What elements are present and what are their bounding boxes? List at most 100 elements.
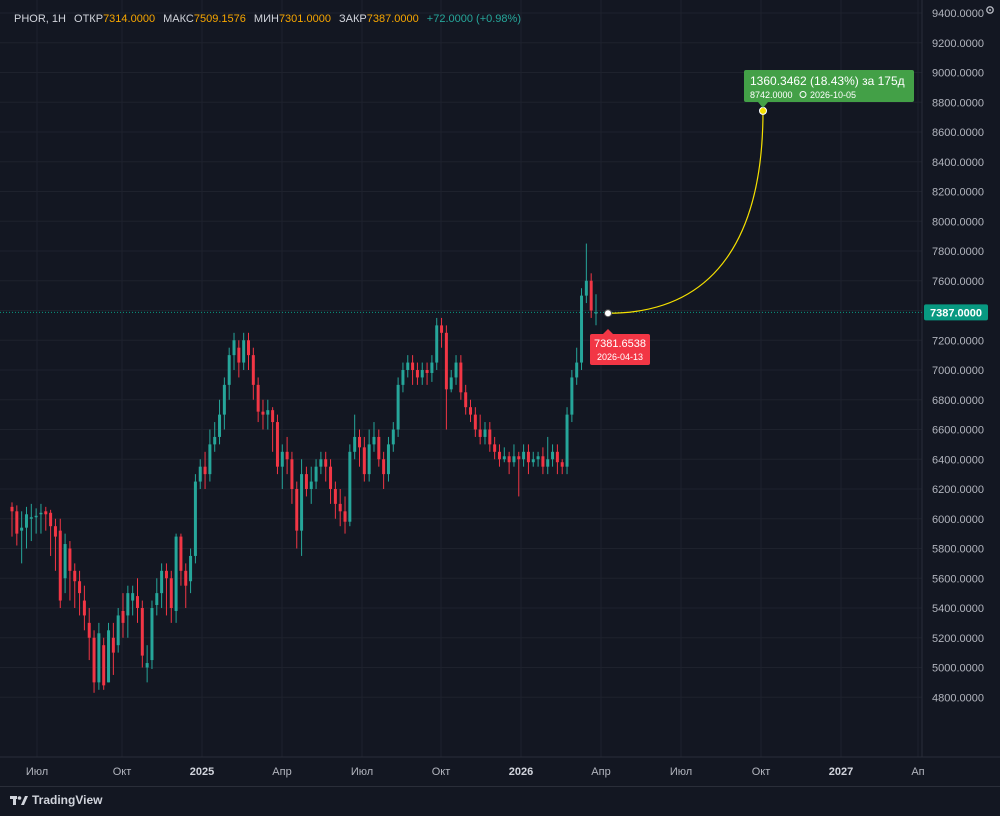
y-tick-label: 8800.0000 bbox=[932, 97, 984, 109]
projection-start-date: 2026-04-13 bbox=[597, 352, 643, 362]
candle-body bbox=[140, 608, 144, 656]
candle-body bbox=[92, 637, 96, 683]
candle-body bbox=[338, 503, 342, 512]
candle-body bbox=[551, 451, 555, 460]
candle-body bbox=[382, 459, 386, 475]
change-value: +72.0000 (+0.98%) bbox=[426, 13, 521, 25]
candle-body bbox=[15, 511, 19, 534]
candle-body bbox=[391, 429, 395, 445]
candle-body bbox=[68, 548, 72, 571]
candle-body bbox=[107, 630, 111, 683]
candle-body bbox=[184, 570, 188, 586]
x-tick-label: Окт bbox=[432, 766, 451, 778]
candle-body bbox=[256, 384, 260, 412]
y-tick-label: 5800.0000 bbox=[932, 544, 984, 556]
y-tick-label: 4800.0000 bbox=[932, 692, 984, 704]
x-tick-label: Окт bbox=[113, 766, 132, 778]
y-tick-label: 5600.0000 bbox=[932, 573, 984, 585]
candle-body bbox=[174, 536, 178, 611]
candle-body bbox=[111, 637, 115, 653]
x-tick-label: 2025 bbox=[190, 766, 214, 778]
candle-body bbox=[126, 593, 130, 616]
candle-body bbox=[266, 410, 270, 415]
candle-body bbox=[343, 511, 347, 522]
candle-body bbox=[488, 429, 492, 445]
candle-body bbox=[280, 451, 284, 467]
y-axis-labels: 9400.0000 9200.0000 9000.0000 8800.0000 8600… bbox=[932, 8, 984, 704]
y-tick-label: 7800.0000 bbox=[932, 246, 984, 258]
candle-body bbox=[517, 456, 521, 460]
y-tick-label: 6200.0000 bbox=[932, 484, 984, 496]
candle-body bbox=[333, 489, 337, 504]
candle-body bbox=[541, 456, 545, 467]
candle-body bbox=[213, 436, 217, 445]
projection-end-point bbox=[759, 106, 767, 115]
open-label: ОТКР bbox=[74, 13, 104, 25]
x-tick-label: 2026 bbox=[509, 766, 533, 778]
candle-body bbox=[97, 633, 101, 683]
candle-body bbox=[160, 570, 164, 594]
candle-body bbox=[594, 312, 598, 314]
ohlc-legend: PHOR, 1H ОТКР7314.0000 МАКС7509.1576 МИН… bbox=[14, 13, 521, 25]
candle-body bbox=[372, 436, 376, 445]
brand-name: TradingView bbox=[32, 793, 103, 807]
price-tag-value: 7387.0000 bbox=[930, 307, 982, 319]
candle-body bbox=[386, 444, 390, 475]
candle-body bbox=[546, 459, 550, 467]
y-tick-label: 7600.0000 bbox=[932, 276, 984, 288]
candle-body bbox=[522, 451, 526, 460]
projection-tool[interactable]: 7381.6538 2026-04-13 1360.3462 (18.43%) за… bbox=[590, 70, 914, 365]
footer-bar bbox=[0, 786, 1000, 816]
candle-body bbox=[459, 362, 463, 393]
x-tick-label: 2027 bbox=[829, 766, 853, 778]
candle-body bbox=[584, 280, 588, 296]
candle-body bbox=[319, 459, 323, 467]
y-tick-label: 6400.0000 bbox=[932, 454, 984, 466]
candle-body bbox=[420, 370, 424, 378]
symbol-label[interactable]: PHOR, 1H bbox=[14, 13, 66, 25]
candle-body bbox=[435, 325, 439, 363]
candle-body bbox=[102, 645, 106, 686]
candle-body bbox=[575, 362, 579, 378]
candle-body bbox=[502, 456, 506, 460]
y-tick-label: 9400.0000 bbox=[932, 8, 984, 20]
candle-body bbox=[169, 578, 173, 608]
candle-body bbox=[377, 436, 381, 460]
y-tick-label: 9200.0000 bbox=[932, 38, 984, 50]
candle-body bbox=[440, 325, 444, 333]
y-tick-label: 8400.0000 bbox=[932, 157, 984, 169]
candle-body bbox=[295, 489, 299, 531]
candle-body bbox=[353, 436, 357, 452]
candle-body bbox=[478, 429, 482, 437]
candle-body bbox=[275, 422, 279, 467]
tradingview-logo[interactable]: TradingView bbox=[10, 793, 102, 807]
candle-body bbox=[560, 462, 564, 467]
candle-body bbox=[580, 295, 584, 363]
candle-body bbox=[469, 407, 473, 415]
candle-body bbox=[232, 340, 236, 356]
y-tick-label: 5000.0000 bbox=[932, 663, 984, 675]
y-tick-label: 6600.0000 bbox=[932, 425, 984, 437]
candle-body bbox=[348, 451, 352, 522]
candle-body bbox=[473, 414, 477, 430]
candle-body bbox=[198, 466, 202, 482]
candle-body bbox=[358, 436, 362, 448]
settings-gear-icon[interactable] bbox=[984, 4, 996, 16]
clock-icon bbox=[799, 91, 807, 98]
candle-body bbox=[401, 370, 405, 385]
candle-body bbox=[164, 570, 168, 579]
candle-body bbox=[78, 581, 82, 594]
candle-body bbox=[29, 517, 33, 519]
candle-body bbox=[49, 512, 53, 527]
candle-body bbox=[362, 447, 366, 475]
candle-body bbox=[116, 615, 120, 646]
projection-start-point bbox=[604, 309, 612, 318]
projection-end-label-bg bbox=[744, 70, 914, 102]
y-tick-label: 5200.0000 bbox=[932, 633, 984, 645]
candle-body bbox=[121, 610, 125, 623]
y-tick-label: 8000.0000 bbox=[932, 216, 984, 228]
candle-body bbox=[396, 384, 400, 430]
candle-body bbox=[227, 355, 231, 385]
projection-curve bbox=[607, 110, 764, 314]
